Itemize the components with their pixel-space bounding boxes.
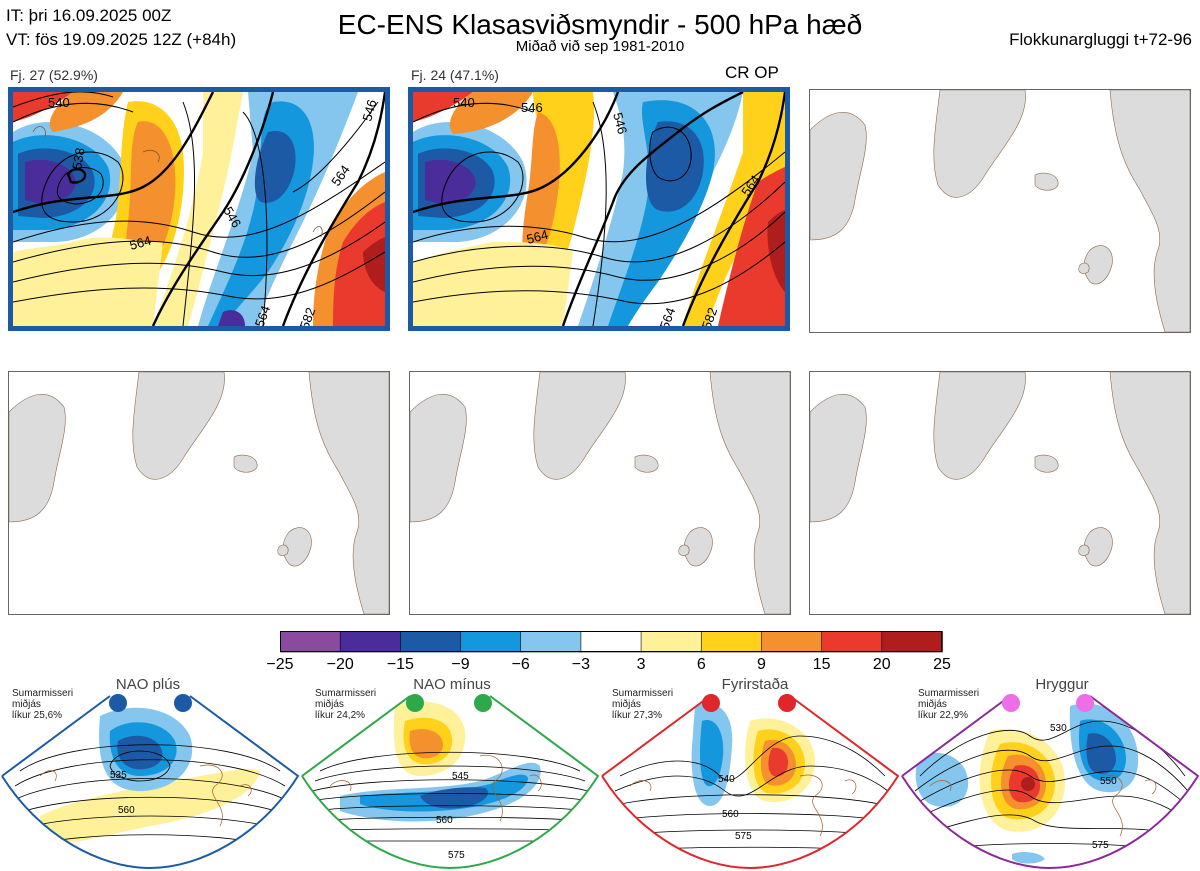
- cluster-1-map[interactable]: 540 538 564 546 564 546 564 582: [8, 87, 390, 331]
- regime-3-info: Sumarmisseri miðjás líkur 27,3%: [612, 688, 673, 721]
- contour-label: 540: [48, 95, 70, 110]
- empty-map-panel-3: [809, 89, 1191, 333]
- cluster-2-label: Fj. 24 (47.1%): [411, 67, 499, 83]
- colorbar-bin: [280, 631, 341, 653]
- regime-4-map: 530 550 575: [901, 694, 1200, 870]
- colorbar-bin: [580, 631, 642, 653]
- contour-label: 560: [436, 815, 453, 826]
- contour-label: 582: [699, 306, 721, 326]
- regime-probability: líkur 22,9%: [918, 710, 969, 721]
- contour-label: 545: [452, 771, 469, 782]
- valid-time: VT: fös 19.09.2025 12Z (+84h): [6, 30, 237, 49]
- regime-4-title: Hryggur: [1035, 676, 1089, 693]
- contour-label: 550: [1100, 776, 1117, 787]
- contour-label: 575: [1092, 840, 1109, 851]
- classification-window: Flokkunargluggi t+72-96: [1009, 30, 1192, 49]
- contour-label: 546: [610, 111, 630, 136]
- cluster-2-map[interactable]: 540 546 564 546 564 564 582: [408, 87, 790, 331]
- empty-map-panel-6: [809, 371, 1191, 615]
- regime-probability: líkur 27,3%: [612, 710, 663, 721]
- regime-1-title: NAO plús: [115, 676, 181, 693]
- basemap: [810, 372, 1190, 614]
- colorbar-bin: [339, 631, 402, 653]
- colorbar-bin: [881, 631, 943, 653]
- colorbar-tick-label: −3: [571, 656, 591, 673]
- regime-kind: miðjás: [12, 699, 41, 710]
- regime-2-info: Sumarmisseri miðjás líkur 24,2%: [315, 688, 376, 721]
- regime-season: Sumarmisseri: [918, 688, 980, 699]
- contour-label: 560: [118, 805, 135, 816]
- contour-label: 546: [359, 98, 379, 123]
- colorbar-tick-label: −15: [386, 656, 414, 673]
- regime-kind: miðjás: [315, 699, 344, 710]
- cluster-1-label: Fj. 27 (52.9%): [10, 67, 98, 83]
- regime-season: Sumarmisseri: [12, 688, 74, 699]
- contour-label: 530: [1050, 723, 1067, 734]
- contour-label: 564: [525, 227, 550, 247]
- colorbar-tick-label: −20: [326, 656, 354, 673]
- basemap: [810, 90, 1190, 332]
- regime-kind: miðjás: [612, 699, 641, 710]
- basemap: [9, 372, 389, 614]
- colorbar-tick-label: 15: [812, 656, 831, 673]
- contour-label: 564: [657, 306, 679, 326]
- regime-probability: líkur 24,2%: [315, 710, 366, 721]
- colorbar-bin: [821, 631, 883, 653]
- contour-label: 564: [252, 304, 274, 326]
- regime-4-info: Sumarmisseri miðjás líkur 22,9%: [918, 688, 979, 721]
- contour-label: 582: [297, 306, 319, 326]
- contour-label: 575: [735, 831, 752, 842]
- basemap: [410, 372, 790, 614]
- colorbar-bin: [700, 631, 763, 653]
- climatology-subtitle: Miðað við sep 1981-2010: [515, 38, 685, 55]
- empty-map-panel-4: [8, 371, 390, 615]
- contour-label: 535: [110, 770, 127, 781]
- colorbar-tick-label: −9: [451, 656, 470, 673]
- colorbar-tick-label: 9: [757, 656, 766, 673]
- contour-label: 575: [448, 850, 465, 861]
- contour-label: 564: [128, 233, 153, 253]
- colorbar-bin: [460, 631, 522, 653]
- colorbar-tick-label: −6: [511, 656, 530, 673]
- regime-1-info: Sumarmisseri miðjás líkur 25,6%: [12, 688, 73, 721]
- regime-1-map: 535 560: [1, 694, 300, 870]
- cluster-2-tag: CR OP: [725, 63, 779, 82]
- page-title: EC-ENS Klasasviðsmyndir - 500 hPa hæð: [337, 9, 863, 40]
- cluster-2-anomaly-field: 540 546 564 546 564 564 582: [413, 92, 785, 326]
- contour-label: 540: [718, 774, 735, 785]
- regime-season: Sumarmisseri: [315, 688, 377, 699]
- contour-label: 540: [453, 95, 475, 110]
- colorbar-tick-label: 25: [933, 656, 951, 673]
- contour-label: 560: [722, 809, 739, 820]
- colorbar-bin: [640, 631, 703, 653]
- regime-2-title: NAO mínus: [413, 676, 491, 693]
- colorbar-tick-label: −25: [266, 656, 294, 673]
- regime-probability: líkur 25,6%: [12, 710, 63, 721]
- colorbar-bin: [520, 631, 582, 653]
- contour-label: 546: [521, 100, 543, 115]
- regime-2-map: 545 560 575: [301, 694, 600, 870]
- colorbar-tick-label: 3: [636, 656, 646, 673]
- regime-3-title: Fyrirstaða: [721, 676, 789, 693]
- regime-3-map: 540 560 575: [601, 694, 900, 870]
- regime-season: Sumarmisseri: [612, 688, 674, 699]
- regime-kind: miðjás: [918, 699, 947, 710]
- empty-map-panel-5: [409, 371, 791, 615]
- colorbar-tick-label: 6: [696, 656, 706, 673]
- cluster-1-anomaly-field: 540 538 564 546 564 546 564 582: [13, 92, 385, 326]
- init-time: IT: þri 16.09.2025 00Z: [6, 6, 172, 25]
- anomaly-colorbar: [280, 631, 943, 653]
- contour-label: 538: [69, 147, 88, 171]
- colorbar-tick-label: 20: [872, 656, 891, 673]
- colorbar-bin: [761, 631, 823, 653]
- colorbar-bin: [400, 631, 462, 653]
